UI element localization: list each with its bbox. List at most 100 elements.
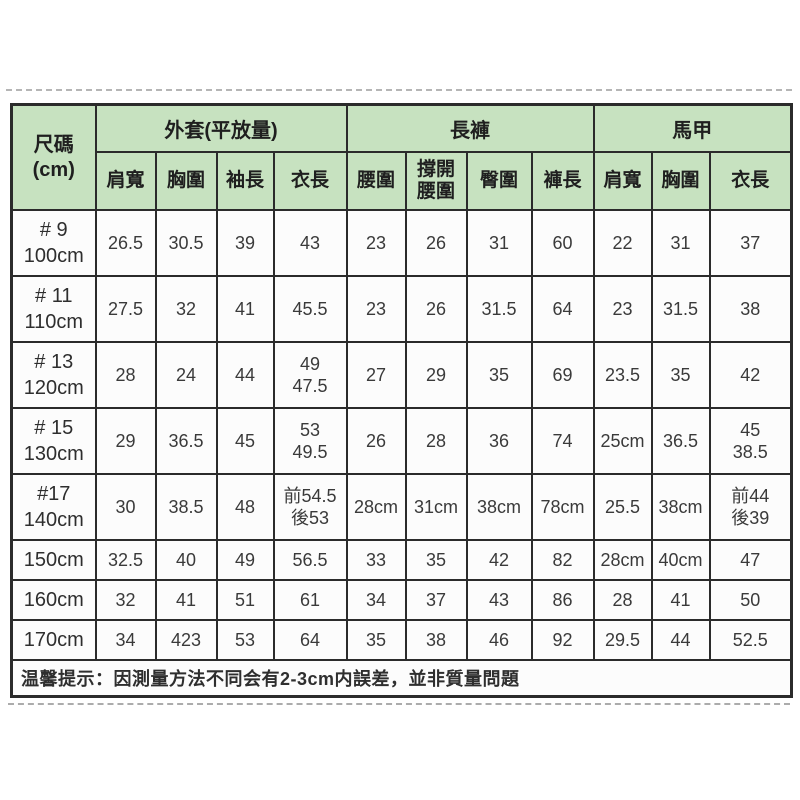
- table-row: #17 140cm 30 38.5 48 前54.5 後53 28cm 31cm 38cm 78…: [10, 473, 793, 541]
- measure-header: 肩寬: [94, 151, 157, 211]
- measurement-value-cell: 43: [272, 209, 348, 277]
- measurement-value-cell: 35: [465, 341, 533, 409]
- measure-header: 褲長: [530, 151, 595, 211]
- group-header-jacket: 外套(平放量): [94, 103, 348, 153]
- measurement-value-cell: 49: [215, 539, 275, 581]
- measurement-value-cell: 37: [708, 209, 793, 277]
- group-header-pants: 長褲: [345, 103, 595, 153]
- measurement-value-cell: 38cm: [465, 473, 533, 541]
- measurement-value-cell: 25cm: [592, 407, 653, 475]
- measurement-value-cell: 41: [154, 579, 218, 621]
- measurement-value-cell: 53 49.5: [272, 407, 348, 475]
- size-label-cell: # 11 110cm: [10, 275, 97, 343]
- cropped-row-edge-bottom: [8, 703, 790, 705]
- measurement-value-cell: 43: [465, 579, 533, 621]
- measurement-value-cell: 45: [215, 407, 275, 475]
- measurement-value-cell: 35: [404, 539, 468, 581]
- measurement-value-cell: 31: [650, 209, 711, 277]
- measurement-value-cell: 26: [404, 209, 468, 277]
- measurement-value-cell: 64: [530, 275, 595, 343]
- table-row: # 11 110cm 27.5 32 41 45.5 23 26 31.5 64 23 31.5 38: [10, 275, 793, 343]
- measurement-value-cell: 40cm: [650, 539, 711, 581]
- measurement-value-cell: 82: [530, 539, 595, 581]
- measurement-value-cell: 24: [154, 341, 218, 409]
- measurement-value-cell: 31.5: [465, 275, 533, 343]
- size-label-cell: 160cm: [10, 579, 97, 621]
- measurement-value-cell: 35: [650, 341, 711, 409]
- measurement-value-cell: 25.5: [592, 473, 653, 541]
- measurement-value-cell: 35: [345, 619, 407, 661]
- measurement-value-cell: 44: [650, 619, 711, 661]
- measure-header: 衣長: [272, 151, 348, 211]
- measurement-value-cell: 31: [465, 209, 533, 277]
- measurement-value-cell: 23: [345, 275, 407, 343]
- group-header-vest: 馬甲: [592, 103, 793, 153]
- measurement-value-cell: 39: [215, 209, 275, 277]
- measurement-value-cell: 48: [215, 473, 275, 541]
- measurement-value-cell: 51: [215, 579, 275, 621]
- measurement-value-cell: 45 38.5: [708, 407, 793, 475]
- measurement-value-cell: 36.5: [650, 407, 711, 475]
- measurement-value-cell: 36.5: [154, 407, 218, 475]
- table-row: # 13 120cm 28 24 44 49 47.5 27 29 35 69 23.5 35 42: [10, 341, 793, 409]
- table-row: 150cm 32.5 40 49 56.5 33 35 42 82 28cm 40cm 47: [10, 539, 793, 581]
- measure-header: 腰圍: [345, 151, 407, 211]
- measure-header: 撐開 腰圍: [404, 151, 468, 211]
- measure-header: 袖長: [215, 151, 275, 211]
- measurement-value-cell: 45.5: [272, 275, 348, 343]
- size-label-cell: 170cm: [10, 619, 97, 661]
- measurement-value-cell: 47: [708, 539, 793, 581]
- size-label-cell: # 9 100cm: [10, 209, 97, 277]
- measurement-value-cell: 44: [215, 341, 275, 409]
- measurement-value-cell: 38: [404, 619, 468, 661]
- measurement-disclaimer-note: 温馨提示：因測量方法不同会有2-3cm内誤差，並非質量問題: [10, 659, 793, 698]
- measurement-value-cell: 50: [708, 579, 793, 621]
- measurement-value-cell: 26: [345, 407, 407, 475]
- measurement-value-cell: 86: [530, 579, 595, 621]
- measurement-value-cell: 56.5: [272, 539, 348, 581]
- corner-header-size-cm: 尺碼 (cm): [10, 103, 97, 211]
- measurement-value-cell: 69: [530, 341, 595, 409]
- measurement-value-cell: 26.5: [94, 209, 157, 277]
- measurement-value-cell: 41: [650, 579, 711, 621]
- measurement-value-cell: 前54.5 後53: [272, 473, 348, 541]
- measurement-value-cell: 28: [94, 341, 157, 409]
- measurement-value-cell: 92: [530, 619, 595, 661]
- measurement-value-cell: 53: [215, 619, 275, 661]
- size-label-cell: # 15 130cm: [10, 407, 97, 475]
- measurement-value-cell: 33: [345, 539, 407, 581]
- measurement-value-cell: 27: [345, 341, 407, 409]
- measure-header: 肩寬: [592, 151, 653, 211]
- measurement-value-cell: 46: [465, 619, 533, 661]
- measurement-value-cell: 29: [404, 341, 468, 409]
- measurement-value-cell: 423: [154, 619, 218, 661]
- measurement-value-cell: 28cm: [592, 539, 653, 581]
- measurement-value-cell: 38cm: [650, 473, 711, 541]
- measure-header-row: 肩寬 胸圍 袖長 衣長 腰圍 撐開 腰圍 臀圍 褲長 肩寬 胸圍 衣長: [12, 151, 793, 211]
- measure-header: 胸圍: [650, 151, 711, 211]
- measurement-value-cell: 78cm: [530, 473, 595, 541]
- measurement-value-cell: 23: [345, 209, 407, 277]
- measurement-value-cell: 40: [154, 539, 218, 581]
- measurement-value-cell: 61: [272, 579, 348, 621]
- measurement-value-cell: 60: [530, 209, 595, 277]
- measurement-value-cell: 41: [215, 275, 275, 343]
- measurement-value-cell: 30.5: [154, 209, 218, 277]
- table-row: # 9 100cm 26.5 30.5 39 43 23 26 31 60 22 31 37: [10, 209, 793, 277]
- measure-header: 衣長: [708, 151, 793, 211]
- measurement-value-cell: 49 47.5: [272, 341, 348, 409]
- cropped-row-edge-top: [6, 89, 792, 91]
- measurement-value-cell: 42: [708, 341, 793, 409]
- measurement-value-cell: 37: [404, 579, 468, 621]
- measurement-value-cell: 27.5: [94, 275, 157, 343]
- measurement-value-cell: 23: [592, 275, 653, 343]
- table-row: 170cm 34 423 53 64 35 38 46 92 29.5 44 52.5: [10, 619, 793, 661]
- size-label-cell: 150cm: [10, 539, 97, 581]
- measurement-value-cell: 42: [465, 539, 533, 581]
- measurement-value-cell: 64: [272, 619, 348, 661]
- measurement-value-cell: 23.5: [592, 341, 653, 409]
- measurement-value-cell: 28: [404, 407, 468, 475]
- measurement-value-cell: 29.5: [592, 619, 653, 661]
- measurement-value-cell: 38.5: [154, 473, 218, 541]
